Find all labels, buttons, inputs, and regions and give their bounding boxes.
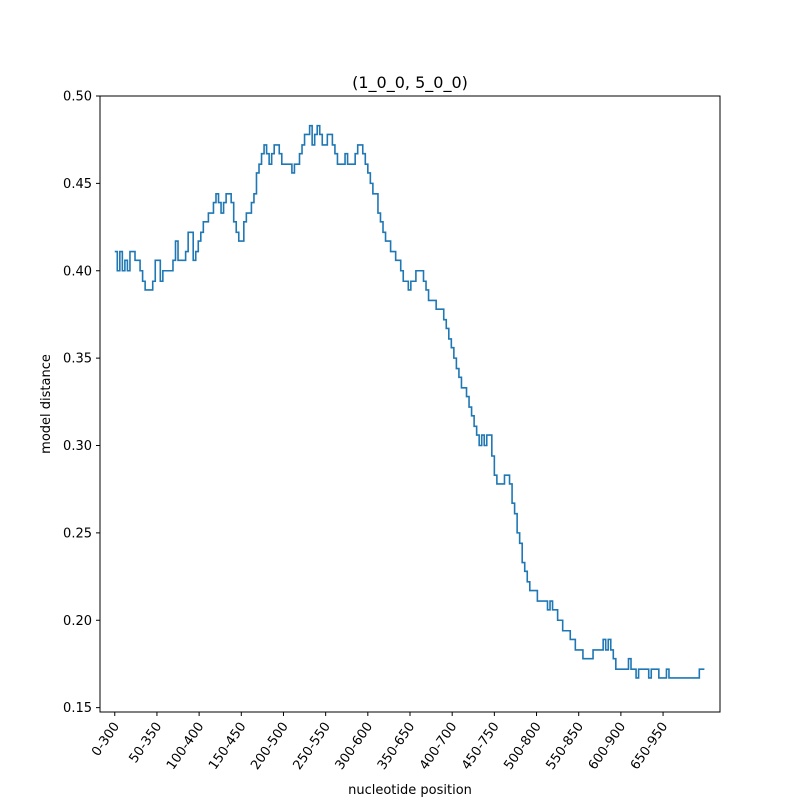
y-tick-label: 0.35 (63, 352, 92, 367)
series-line (114, 124, 705, 679)
y-tick-label: 0.15 (63, 701, 92, 716)
y-axis: 0.15 0.20 0.25 0.30 0.35 0.40 0.45 0.50 (63, 90, 100, 716)
y-tick-label: 0.45 (63, 177, 92, 192)
plot-area (114, 124, 705, 679)
y-tick-label: 0.30 (63, 439, 92, 454)
y-tick-label: 0.25 (63, 526, 92, 541)
y-tick-label: 0.20 (63, 614, 92, 629)
y-tick-label: 0.40 (63, 264, 92, 279)
y-tick-label: 0.50 (63, 90, 92, 105)
x-axis-label: nucleotide position (348, 783, 472, 798)
chart-title: (1_0_0, 5_0_0) (352, 73, 468, 93)
y-axis-label: model distance (39, 354, 54, 454)
